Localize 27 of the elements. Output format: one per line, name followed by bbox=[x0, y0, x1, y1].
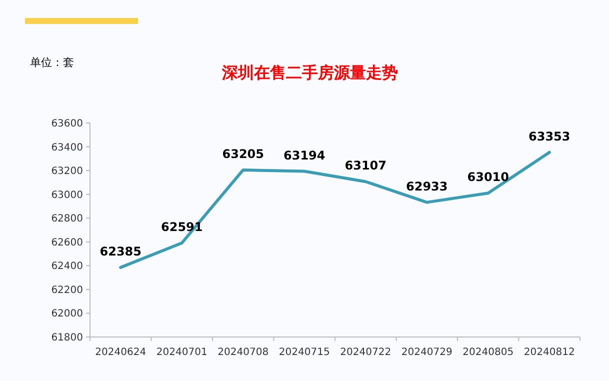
data-label: 62385 bbox=[100, 244, 142, 258]
x-tick-label: 20240729 bbox=[401, 347, 452, 358]
y-tick-label: 62800 bbox=[51, 214, 83, 225]
chart-title: 深圳在售二手房源量走势 bbox=[221, 63, 398, 82]
data-label: 63194 bbox=[284, 148, 326, 162]
x-tick-label: 20240715 bbox=[278, 347, 330, 358]
data-label: 63010 bbox=[467, 170, 509, 184]
y-tick-label: 62400 bbox=[51, 261, 83, 272]
y-tick-label: 62200 bbox=[51, 284, 83, 296]
data-label: 63353 bbox=[528, 129, 570, 144]
y-tick-label: 63000 bbox=[51, 190, 83, 201]
y-tick-label: 61800 bbox=[51, 332, 83, 344]
data-label: 63205 bbox=[222, 146, 264, 161]
x-tick-label: 20240708 bbox=[218, 347, 269, 358]
y-tick-label: 63400 bbox=[51, 142, 83, 154]
y-tick-label: 62600 bbox=[51, 237, 83, 248]
data-label: 62933 bbox=[406, 179, 448, 194]
y-tick-label: 63600 bbox=[51, 118, 83, 130]
y-tick-label: 62000 bbox=[51, 308, 83, 320]
y-tick-label: 63200 bbox=[51, 166, 83, 178]
x-tick-label: 20240624 bbox=[95, 347, 146, 358]
data-label: 63107 bbox=[344, 158, 386, 173]
x-tick-label: 20240701 bbox=[156, 347, 208, 358]
x-tick-label: 20240812 bbox=[524, 347, 575, 358]
text: 单位：套 bbox=[30, 56, 74, 69]
x-tick-label: 20240722 bbox=[340, 347, 392, 358]
x-tick-label: 20240805 bbox=[462, 347, 514, 358]
